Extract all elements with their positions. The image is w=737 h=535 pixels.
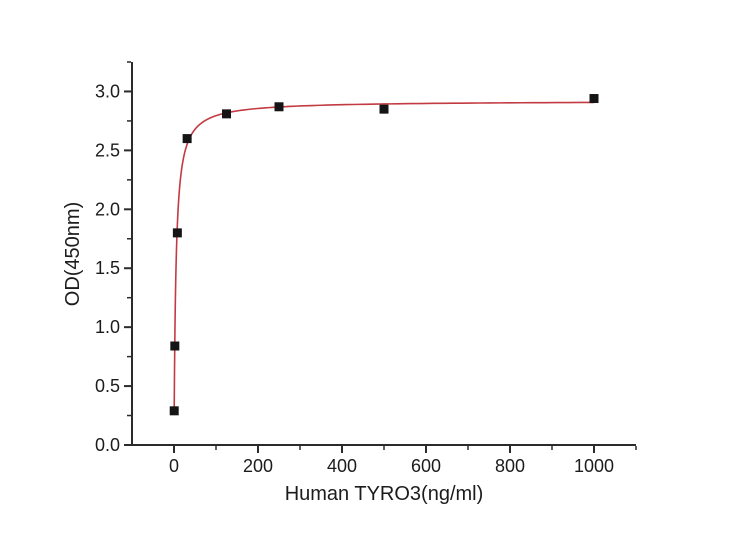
- y-tick-label: 3.0: [95, 81, 120, 101]
- y-axis-title: OD(450nm): [62, 202, 84, 306]
- data-point-marker: [274, 102, 284, 112]
- data-point-marker: [589, 94, 599, 104]
- data-point-marker: [170, 341, 180, 351]
- x-tick-label: 800: [495, 456, 525, 476]
- data-point-marker: [182, 134, 192, 144]
- y-tick-label: 0.5: [95, 376, 120, 396]
- y-tick-label: 2.0: [95, 199, 120, 219]
- data-point-marker: [172, 228, 182, 238]
- x-axis-title: Human TYRO3(ng/ml): [285, 483, 484, 505]
- fit-curve: [173, 101, 595, 411]
- x-tick-label: 1000: [574, 456, 614, 476]
- y-tick-label: 1.0: [95, 317, 120, 337]
- x-tick-label: 200: [243, 456, 273, 476]
- data-point-marker: [379, 104, 389, 114]
- y-tick-label: 1.5: [95, 258, 120, 278]
- data-point-marker: [169, 406, 179, 416]
- x-tick-label: 400: [327, 456, 357, 476]
- data-point-marker: [222, 109, 231, 119]
- plot-area: 0 200 400 600 800 1000 0.0 0.5 1.0 1.5 2.0 2.5 3.0: [95, 61, 637, 476]
- y-tick-label: 0.0: [95, 435, 120, 455]
- y-tick-label: 2.5: [95, 140, 120, 160]
- x-tick-label: 600: [411, 456, 441, 476]
- x-tick-label: 0: [169, 456, 179, 476]
